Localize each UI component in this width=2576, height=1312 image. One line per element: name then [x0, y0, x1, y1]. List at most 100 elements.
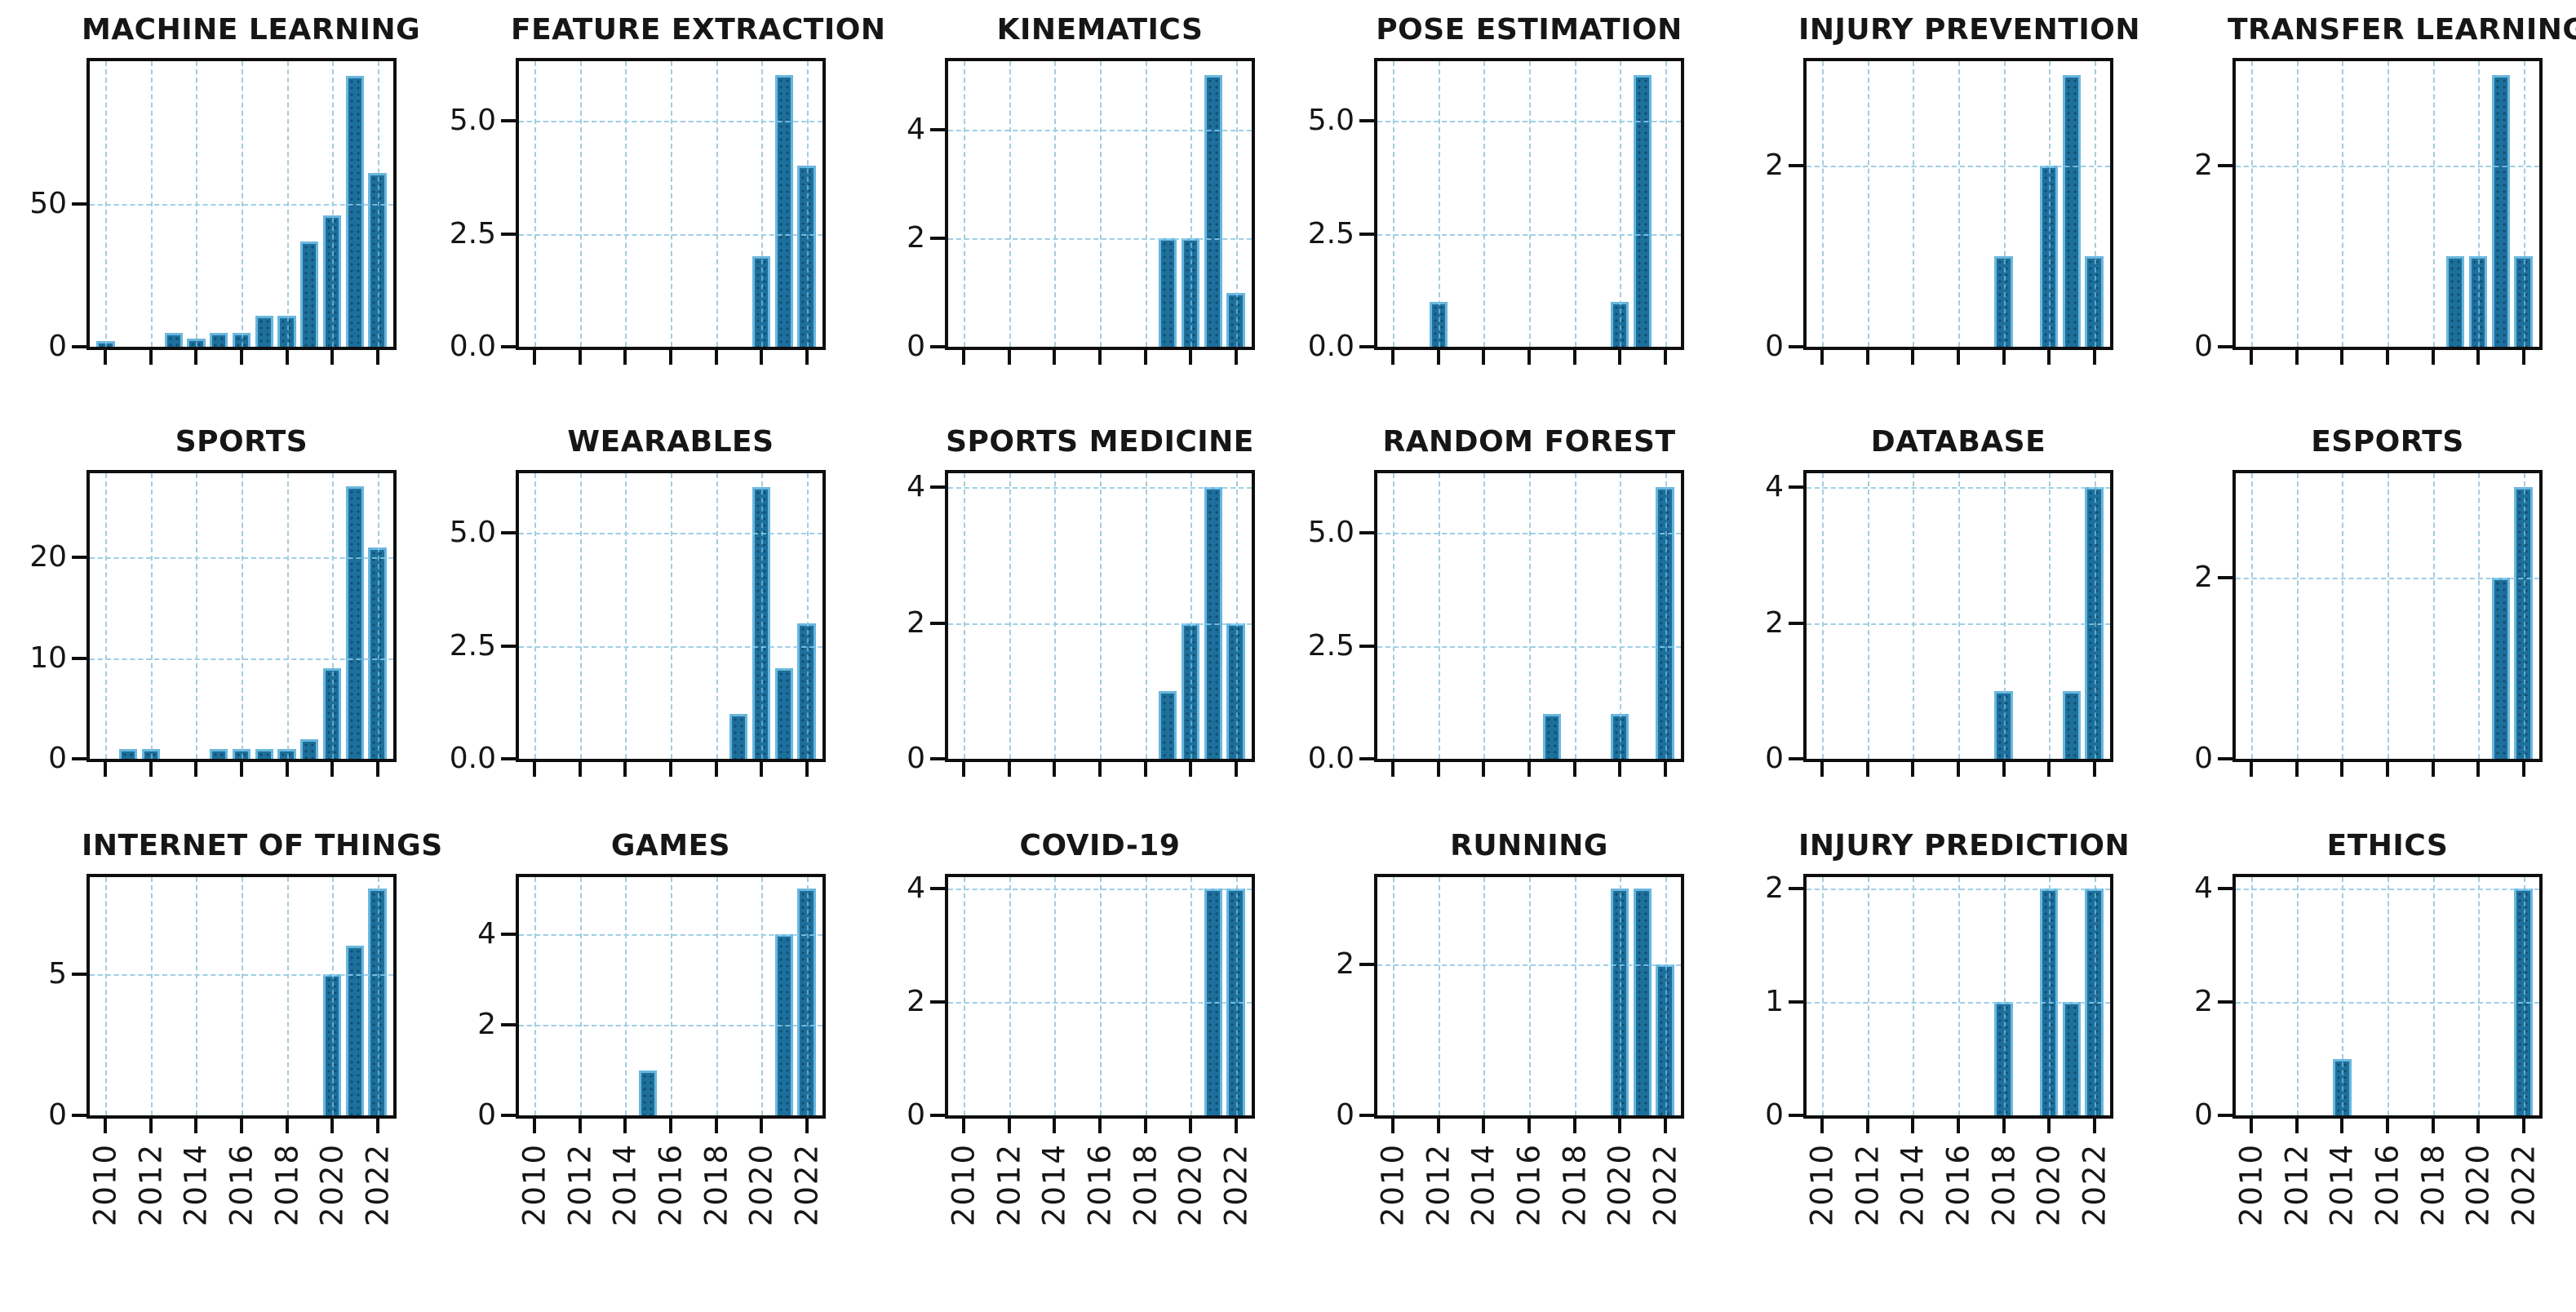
x-tick-label: 2012 [562, 1143, 598, 1227]
x-tick-label: 2012 [1850, 1143, 1886, 1227]
x-gridline-overlay [1913, 473, 1915, 760]
x-tick-mark [2002, 350, 2006, 366]
x-tick-mark [1053, 350, 1057, 366]
x-gridline-overlay [761, 61, 764, 348]
x-tick-label: 2010 [946, 1143, 982, 1227]
y-gridline-overlay [1807, 623, 2110, 625]
x-gridline-overlay [377, 473, 379, 760]
x-tick-mark [2521, 762, 2525, 778]
x-gridline-overlay [964, 877, 966, 1116]
y-tick-mark [2218, 1114, 2232, 1118]
x-tick-mark [285, 350, 289, 366]
x-gridline-overlay [2388, 473, 2389, 760]
x-tick-mark [285, 762, 289, 778]
x-gridline-overlay [806, 473, 809, 760]
x-gridline-overlay [716, 877, 718, 1116]
x-tick-mark [1820, 762, 1824, 778]
y-tick-label: 2 [907, 985, 925, 1019]
bar [797, 166, 816, 348]
y-tick-label: 5.0 [1307, 103, 1355, 137]
x-gridline-overlay [2432, 61, 2435, 348]
x-gridline-overlay [2049, 473, 2051, 760]
y-tick-label: 20 [29, 540, 67, 574]
x-tick-mark [149, 1119, 153, 1134]
x-tick-mark [240, 350, 243, 366]
x-gridline-overlay [1483, 877, 1486, 1116]
y-tick-label: 2 [907, 221, 925, 255]
chart-title: COVID-19 [1019, 829, 1181, 862]
x-gridline-overlay [1100, 877, 1102, 1116]
y-gridline-overlay [2236, 1002, 2539, 1004]
x-gridline-overlay [1190, 877, 1193, 1116]
x-gridline-overlay [2251, 61, 2254, 348]
x-gridline-overlay [1867, 877, 1869, 1116]
x-gridline-overlay [761, 473, 764, 760]
x-tick-mark [760, 1119, 764, 1134]
x-gridline-overlay [1009, 473, 1011, 760]
y-gridline-overlay [2236, 166, 2539, 168]
x-gridline-overlay [1822, 473, 1824, 760]
y-tick-label: 0 [2194, 330, 2213, 364]
plot-area: 0.0 2.5 5.0 [450, 58, 826, 366]
x-tick-mark [1143, 1119, 1147, 1134]
x-gridline-overlay [2049, 877, 2051, 1116]
y-gridline-overlay [519, 233, 822, 236]
x-gridline-overlay [625, 877, 627, 1116]
y-gridline-overlay [519, 933, 822, 936]
x-gridline-overlay [2478, 473, 2481, 760]
x-gridline-overlay [1665, 877, 1667, 1116]
x-tick-label: 2016 [653, 1143, 689, 1227]
bar [164, 332, 183, 348]
x-tick-mark [1098, 762, 1102, 778]
x-tick-mark [1053, 1119, 1057, 1134]
x-tick-mark [2521, 1119, 2525, 1134]
y-tick-mark [2218, 1000, 2232, 1004]
y-tick-mark [1789, 345, 1803, 349]
x-tick-mark [578, 762, 582, 778]
x-gridline-overlay [625, 61, 627, 348]
x-tick-label: 2018 [698, 1143, 734, 1227]
x-gridline-overlay [1574, 61, 1576, 348]
x-tick-mark [330, 1119, 335, 1134]
x-gridline-overlay [2342, 473, 2344, 760]
bar [345, 75, 364, 348]
x-gridline-overlay [1009, 61, 1011, 348]
x-gridline-overlay [1438, 877, 1440, 1116]
y-tick-mark [72, 556, 86, 560]
x-tick-label: 2018 [2415, 1143, 2451, 1227]
y-tick-mark [930, 621, 945, 625]
y-tick-label: 0 [1765, 1098, 1784, 1132]
y-gridline-overlay [1807, 889, 2110, 891]
x-tick-mark [2047, 762, 2051, 778]
x-tick-mark [104, 762, 108, 778]
x-tick-mark [194, 1119, 198, 1134]
y-gridline-overlay [1377, 532, 1681, 534]
x-gridline-overlay [964, 61, 966, 348]
x-tick-mark [2294, 1119, 2299, 1134]
bar [1656, 964, 1674, 1116]
x-tick-mark [1618, 762, 1622, 778]
x-gridline-overlay [286, 473, 289, 760]
y-tick-mark [501, 1023, 516, 1027]
y-tick-label: 0.0 [1307, 330, 1355, 364]
y-tick-mark [930, 1114, 945, 1118]
x-tick-mark [2340, 1119, 2344, 1134]
bar [1633, 889, 1652, 1116]
x-tick-mark [962, 762, 966, 778]
bar [345, 486, 364, 760]
y-tick-mark [501, 530, 516, 534]
y-tick-label: 0 [907, 1098, 925, 1132]
plot-area: 2010 2012 2014 2016 2018 2020 2022 0 2 4 [477, 874, 826, 1227]
x-gridline-overlay [716, 61, 718, 348]
y-tick-label: 2 [2194, 561, 2213, 595]
plot-area: 2010 2012 2014 2016 2018 2020 2022 0 2 4 [2194, 874, 2543, 1227]
x-tick-mark [2431, 350, 2435, 366]
x-tick-mark [714, 1119, 718, 1134]
x-tick-label: 2020 [1602, 1143, 1638, 1227]
y-tick-label: 2 [1765, 605, 1784, 640]
x-tick-mark [1865, 1119, 1869, 1134]
x-tick-mark [669, 350, 672, 366]
x-gridline-overlay [2478, 877, 2481, 1116]
x-tick-mark [1820, 1119, 1824, 1134]
y-tick-mark [2218, 757, 2232, 761]
